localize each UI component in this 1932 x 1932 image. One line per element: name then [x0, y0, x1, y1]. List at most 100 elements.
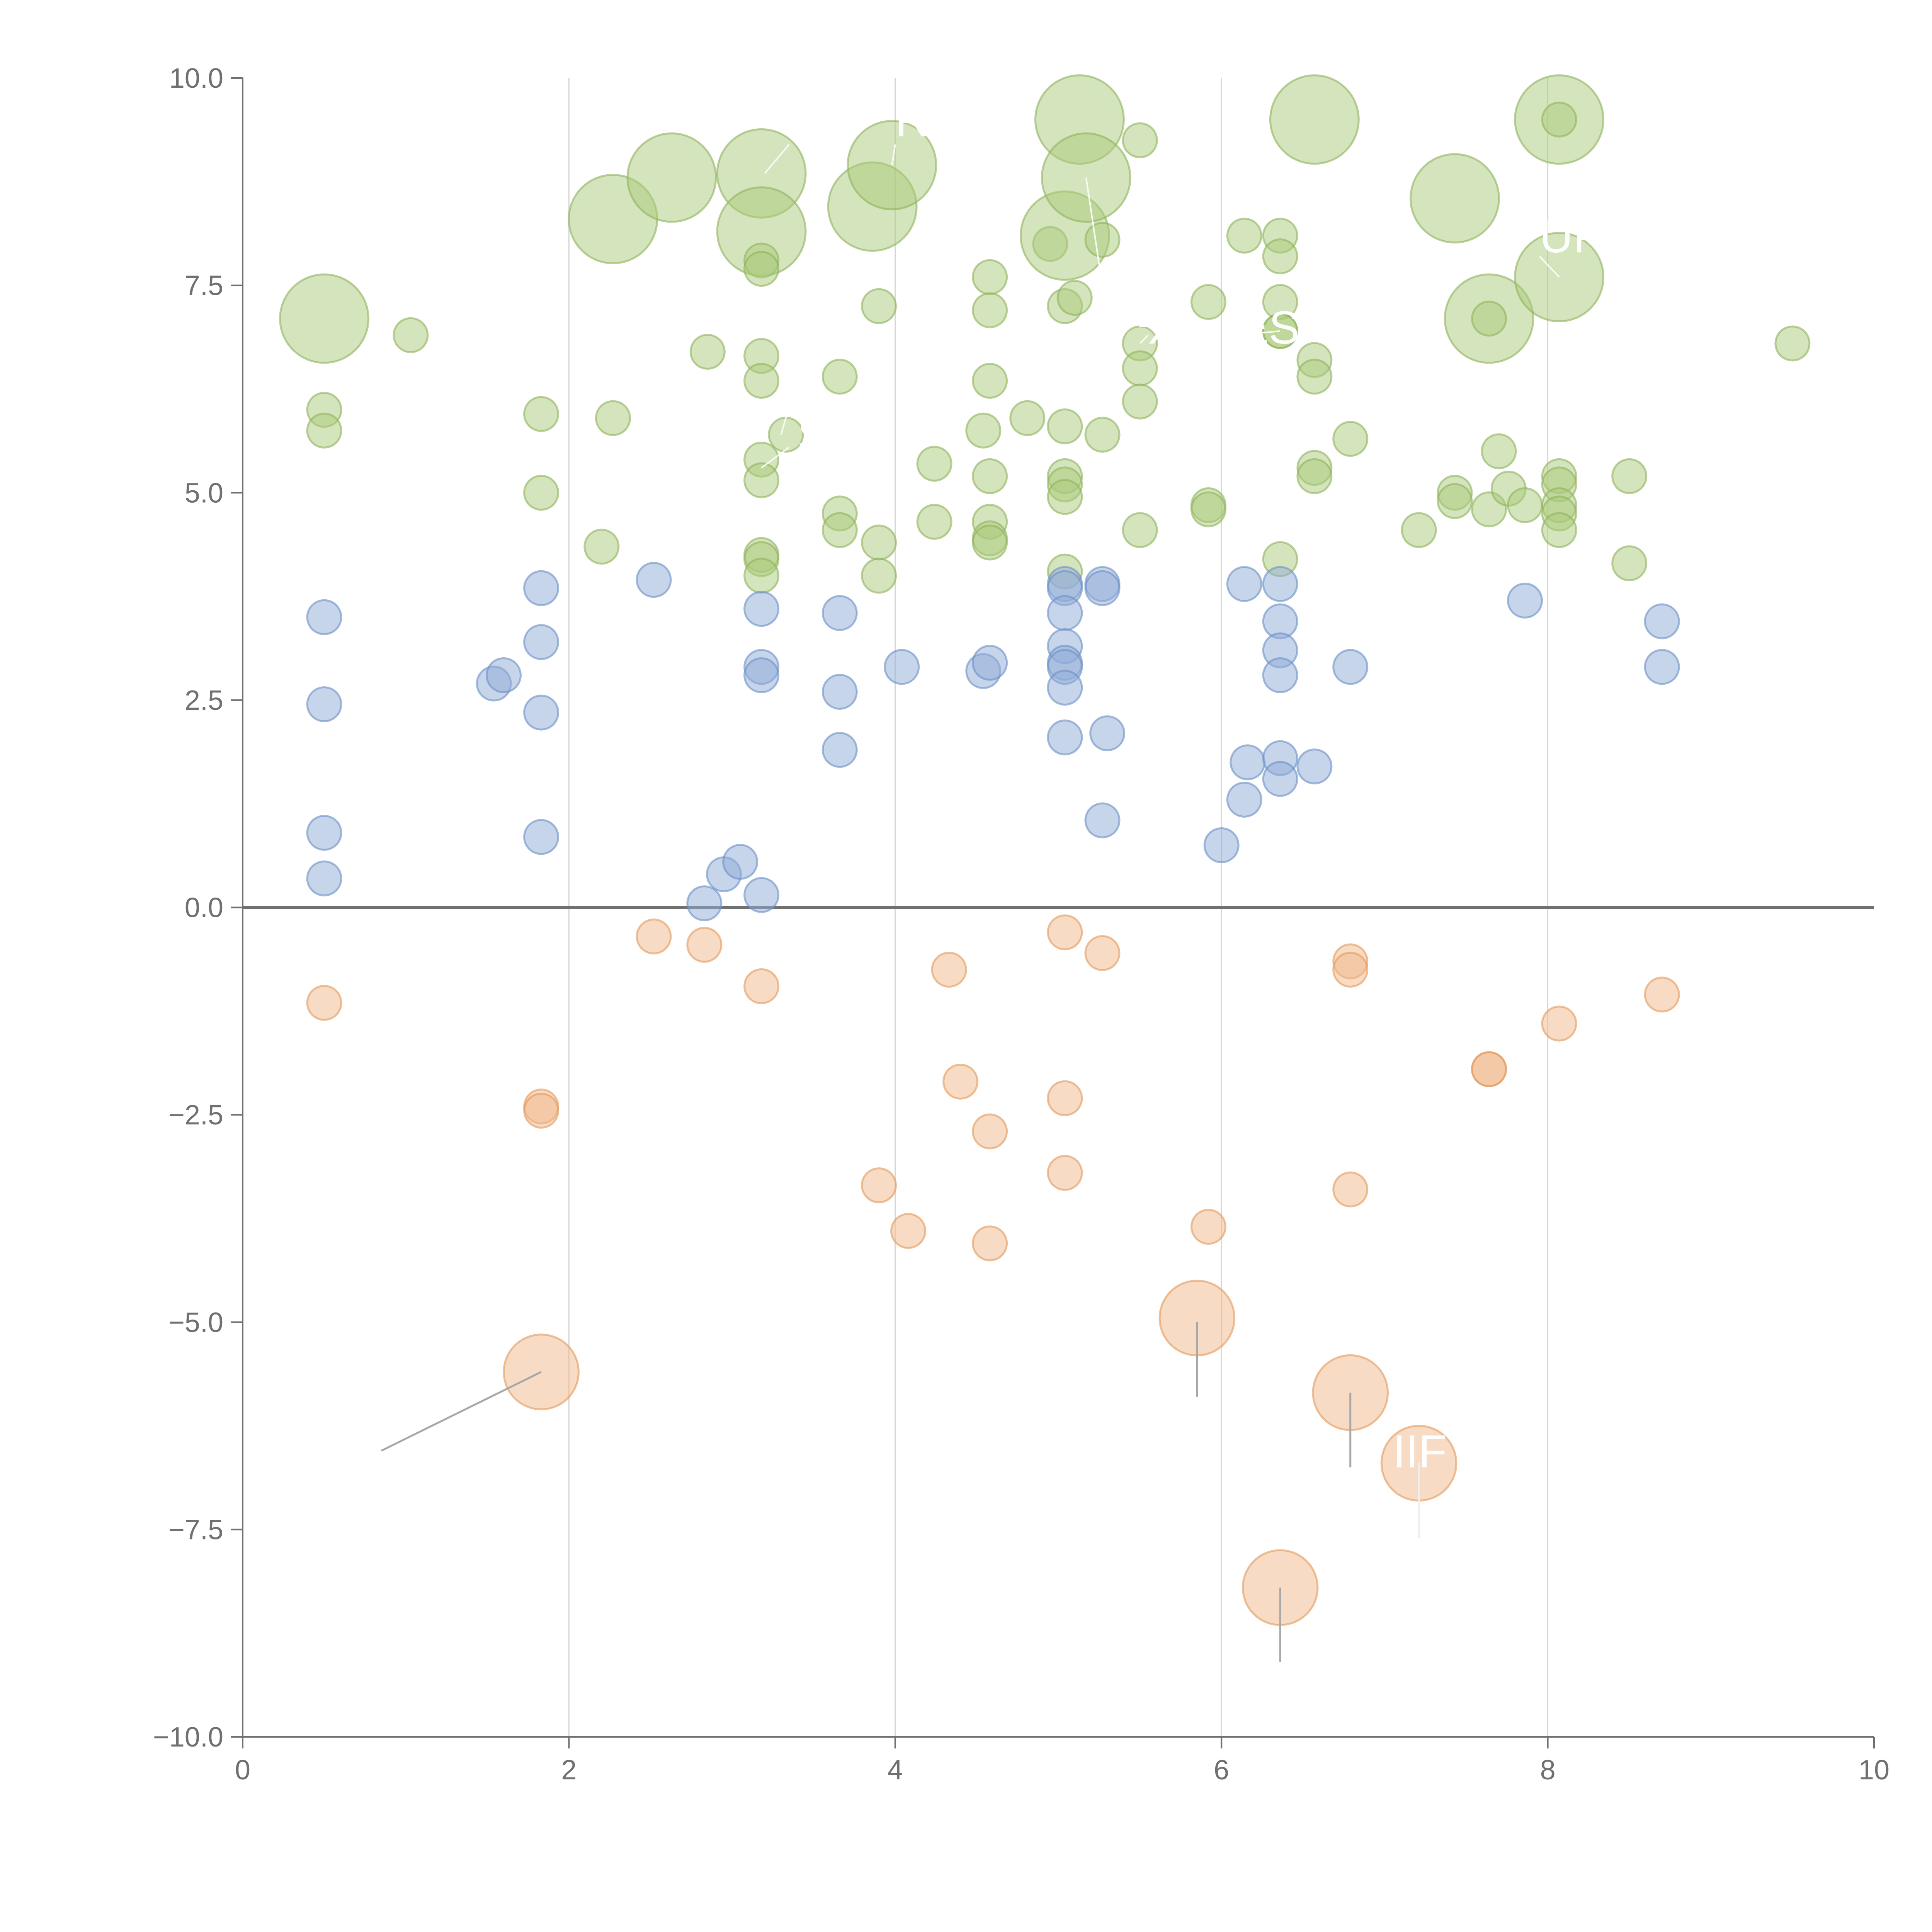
y-tick-label: −10.0 [153, 1722, 223, 1753]
data-point-high [861, 558, 897, 594]
y-tick-label: −5.0 [168, 1307, 223, 1338]
data-point-low [942, 1063, 979, 1100]
data-point-high [1084, 222, 1121, 258]
data-point-high [626, 132, 717, 223]
x-tick-label: 4 [888, 1755, 903, 1786]
data-point-high [306, 412, 342, 449]
y-tick-label: 7.5 [185, 270, 223, 301]
data-point-low [523, 1092, 560, 1129]
data-point-high [1009, 400, 1046, 436]
data-point-mid [1644, 603, 1680, 639]
data-point-high [1437, 483, 1473, 519]
data-point-mid [523, 570, 560, 606]
data-point-mid [306, 686, 342, 723]
data-point-high [1410, 153, 1500, 244]
data-point-high [743, 558, 780, 594]
data-point-mid [1084, 570, 1121, 606]
data-point-high [972, 292, 1008, 328]
data-point-high [1296, 359, 1333, 395]
x-tick-label: 6 [1214, 1755, 1229, 1786]
data-point-mid [1262, 761, 1298, 797]
data-point-mid [636, 562, 672, 598]
data-point-mid [306, 860, 342, 896]
data-point-high [1774, 325, 1811, 362]
data-point-high [743, 362, 780, 399]
data-point-high [1481, 433, 1517, 469]
data-point-low [972, 1225, 1008, 1262]
data-point-high [1047, 408, 1083, 445]
leader-line [381, 1371, 542, 1452]
x-tick-label: 10 [1859, 1755, 1889, 1786]
axes: 0 2 4 6 8 10 −10.0 −7.5 −5.0 −2.5 0.0 2.5 5.0 7.5 10.0 [153, 63, 1889, 1786]
data-point-high [1084, 417, 1121, 453]
data-point-high [1226, 218, 1262, 254]
annotation-label: X [1148, 302, 1179, 354]
y-tick-label: −7.5 [168, 1514, 223, 1545]
x-tick-label: 0 [235, 1755, 250, 1786]
annotation-label: RT [895, 94, 956, 146]
data-point-high [916, 503, 952, 540]
annotation-label: TL [1107, 285, 1162, 337]
data-point-high [1507, 487, 1543, 523]
data-point-mid [722, 844, 759, 880]
data-point-mid [1262, 566, 1298, 602]
data-point-high [916, 446, 952, 482]
data-point-high [1122, 122, 1158, 158]
data-point-high [523, 396, 560, 432]
data-point-high [1047, 479, 1083, 515]
data-point-mid [821, 732, 858, 768]
data-point-low [890, 1213, 927, 1249]
annotations: STO RI O RT TLX ES UP IIF [761, 94, 1604, 1538]
data-point-mid [1226, 566, 1262, 602]
data-point-low [636, 918, 672, 955]
annotation-label: UP [1539, 211, 1604, 262]
x-tick-label: 2 [561, 1755, 577, 1786]
data-point-mid [1047, 719, 1083, 755]
data-point-high [972, 458, 1008, 494]
data-point-low [743, 968, 780, 1004]
data-point-mid [1507, 582, 1543, 619]
data-point-high [1611, 458, 1648, 494]
data-point-low [1190, 1209, 1226, 1245]
data-point-mid [1296, 748, 1333, 785]
annotation-line [761, 446, 790, 469]
data-point-mid [1047, 595, 1083, 631]
data-point-mid [523, 694, 560, 731]
data-point-high [1541, 101, 1577, 138]
data-point-low [972, 1113, 1008, 1150]
data-point-mid [1230, 744, 1266, 781]
data-point-high [821, 359, 858, 395]
data-point-mid [1089, 715, 1126, 752]
x-tick-label: 8 [1540, 1755, 1556, 1786]
data-point-low [306, 985, 342, 1021]
data-point-high [1056, 280, 1093, 316]
data-point-mid [523, 624, 560, 660]
data-point-low [1047, 1155, 1083, 1191]
data-point-mid [1226, 781, 1262, 818]
data-point-high [1296, 458, 1333, 494]
annotation-line [891, 144, 896, 165]
data-point-high [1611, 545, 1648, 582]
data-point-high [1122, 383, 1158, 420]
data-point-high [1401, 512, 1437, 548]
data-point-mid [306, 599, 342, 635]
data-point-high [689, 333, 726, 370]
data-point-mid [1084, 802, 1121, 838]
data-point-high [861, 524, 897, 561]
annotation-line [764, 144, 790, 174]
data-point-mid [306, 815, 342, 851]
data-point-high [1122, 512, 1158, 548]
data-point-mid [821, 595, 858, 631]
data-point-high [1541, 512, 1577, 548]
annotation-line [1085, 177, 1108, 319]
data-point-mid [743, 657, 780, 693]
data-point-mid [1262, 657, 1298, 693]
data-point-mid [486, 657, 522, 693]
data-point-low [1084, 935, 1121, 971]
annotation-line [1238, 330, 1281, 336]
data-point-high [595, 400, 631, 436]
data-point-high [1190, 491, 1226, 527]
data-point-high [972, 259, 1008, 295]
